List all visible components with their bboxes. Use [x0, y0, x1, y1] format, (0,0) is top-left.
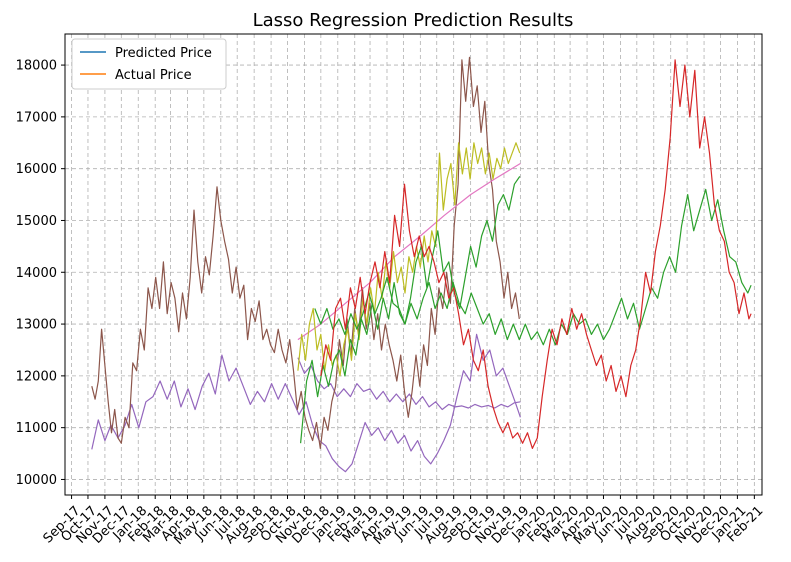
series-line-2 — [91, 56, 520, 449]
legend: Predicted Price Actual Price — [71, 38, 227, 90]
legend-actual-label: Actual Price — [115, 68, 192, 83]
legend-predicted-label: Predicted Price — [115, 46, 212, 61]
y-tick-label: 13000 — [16, 318, 57, 333]
series-line-3 — [297, 162, 521, 341]
y-axis-ticks: 10000 11000 12000 13000 14000 15000 16000 17000… — [16, 59, 65, 488]
y-tick-label: 18000 — [16, 59, 57, 74]
series-line-6 — [314, 188, 752, 346]
series-line-5 — [300, 176, 521, 444]
series-line-7 — [320, 59, 752, 449]
y-tick-label: 11000 — [16, 421, 57, 436]
series-line-0 — [91, 333, 521, 473]
series-line-1 — [297, 357, 521, 411]
y-tick-label: 15000 — [16, 214, 57, 229]
series-layer — [91, 56, 752, 473]
y-tick-label: 17000 — [16, 110, 57, 125]
y-tick-label: 12000 — [16, 369, 57, 384]
legend-box — [71, 38, 227, 90]
y-tick-label: 10000 — [16, 473, 57, 488]
y-tick-label: 16000 — [16, 162, 57, 177]
y-tick-label: 14000 — [16, 266, 57, 281]
plot-frame — [64, 33, 763, 496]
chart-title: Lasso Regression Prediction Results — [253, 10, 574, 31]
